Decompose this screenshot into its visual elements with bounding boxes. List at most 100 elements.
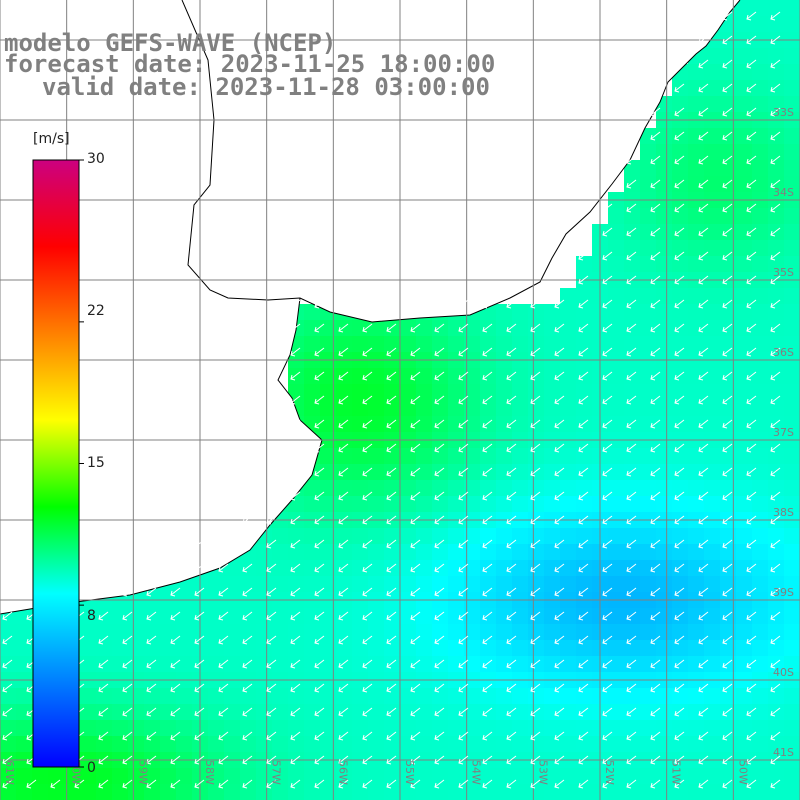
wind-arrow-head: [122, 686, 128, 693]
wind-arrow: [626, 299, 637, 308]
wind-arrow: [578, 659, 589, 668]
wind-arrow: [674, 707, 685, 716]
wind-arrow: [650, 251, 661, 260]
wind-arrow: [626, 275, 637, 284]
wind-speed-cell: [560, 704, 576, 720]
wind-arrow: [626, 731, 637, 740]
wind-arrow: [242, 779, 253, 788]
wind-arrow-head: [770, 158, 776, 165]
wind-arrow: [530, 323, 541, 332]
wind-speed-cell: [704, 656, 720, 672]
wind-speed-cell: [752, 368, 768, 384]
wind-arrow: [506, 467, 517, 476]
wind-speed-cell: [736, 368, 752, 384]
wind-speed-cell: [736, 80, 752, 96]
wind-arrow: [122, 755, 133, 764]
wind-arrow: [554, 707, 565, 716]
wind-arrow-head: [602, 782, 608, 789]
wind-arrow: [650, 635, 661, 644]
wind-arrow: [290, 707, 301, 716]
wind-arrow-head: [170, 734, 176, 741]
wind-arrow-head: [650, 110, 656, 117]
wind-arrow-head: [98, 686, 104, 693]
wind-arrow: [698, 35, 709, 44]
wind-speed-cell: [672, 208, 688, 224]
wind-speed-cell: [768, 48, 784, 64]
wind-speed-cell: [240, 784, 256, 800]
wind-arrow: [530, 563, 541, 572]
wind-speed-cell: [272, 704, 288, 720]
wind-speed-cell: [336, 704, 352, 720]
wind-speed-cell: [784, 176, 800, 192]
wind-arrow-head: [722, 494, 728, 501]
wind-speed-cell: [512, 448, 528, 464]
wind-arrow-head: [290, 614, 296, 621]
wind-arrow: [458, 419, 469, 428]
wind-arrow: [530, 779, 541, 788]
wind-arrow: [242, 611, 253, 620]
wind-arrow-head: [314, 590, 320, 597]
wind-speed-cell: [240, 624, 256, 640]
wind-arrow-head: [770, 662, 776, 669]
wind-arrow: [722, 251, 733, 260]
wind-arrow-head: [770, 782, 776, 789]
wind-arrow-head: [674, 182, 680, 189]
wind-arrow: [698, 59, 709, 68]
wind-speed-cell: [672, 736, 688, 752]
wind-speed-cell: [672, 288, 688, 304]
wind-speed-cell: [704, 128, 720, 144]
wind-speed-cell: [656, 464, 672, 480]
wind-speed-cell: [608, 640, 624, 656]
wind-speed-cell: [736, 160, 752, 176]
latitude-label: 33S: [773, 106, 794, 119]
wind-arrow-head: [98, 710, 104, 717]
wind-speed-cell: [576, 384, 592, 400]
wind-speed-cell: [336, 336, 352, 352]
wind-arrow: [746, 683, 757, 692]
wind-speed-cell: [384, 704, 400, 720]
wind-arrow: [506, 323, 517, 332]
wind-speed-cell: [416, 656, 432, 672]
wind-speed-cell: [656, 128, 672, 144]
wind-speed-cell: [240, 560, 256, 576]
wind-arrow: [650, 707, 661, 716]
wind-speed-cell: [400, 608, 416, 624]
wind-arrow-head: [722, 638, 728, 645]
wind-arrow-head: [674, 710, 680, 717]
wind-speed-cell: [640, 304, 656, 320]
wind-arrow-head: [746, 110, 752, 117]
wind-arrow: [770, 659, 781, 668]
wind-arrow: [626, 683, 637, 692]
wind-speed-cell: [448, 544, 464, 560]
wind-arrow-head: [482, 350, 488, 357]
wind-speed-cell: [256, 720, 272, 736]
wind-speed-cell: [256, 784, 272, 800]
wind-arrow: [290, 755, 301, 764]
wind-arrow: [434, 443, 445, 452]
wind-speed-cell: [688, 176, 704, 192]
wind-arrow: [554, 323, 565, 332]
wind-arrow-head: [218, 710, 224, 717]
wind-speed-cell: [432, 608, 448, 624]
wind-arrow-head: [170, 758, 176, 765]
wind-speed-cell: [784, 208, 800, 224]
wind-arrow: [314, 515, 325, 524]
wind-arrow: [698, 779, 709, 788]
wind-speed-cell: [400, 496, 416, 512]
wind-arrow: [722, 299, 733, 308]
wind-speed-cell: [656, 640, 672, 656]
wind-speed-cell: [400, 784, 416, 800]
wind-speed-cell: [752, 304, 768, 320]
wind-arrow: [650, 179, 661, 188]
wind-speed-cell: [608, 304, 624, 320]
wind-speed-cell: [448, 384, 464, 400]
wind-speed-cell: [448, 768, 464, 784]
wind-speed-cell: [272, 736, 288, 752]
wind-speed-cell: [352, 608, 368, 624]
wind-speed-cell: [128, 640, 144, 656]
wind-arrow: [458, 491, 469, 500]
wind-speed-cell: [768, 560, 784, 576]
wind-arrow-head: [482, 758, 488, 765]
wind-speed-cell: [704, 688, 720, 704]
wind-arrow-head: [194, 614, 200, 621]
